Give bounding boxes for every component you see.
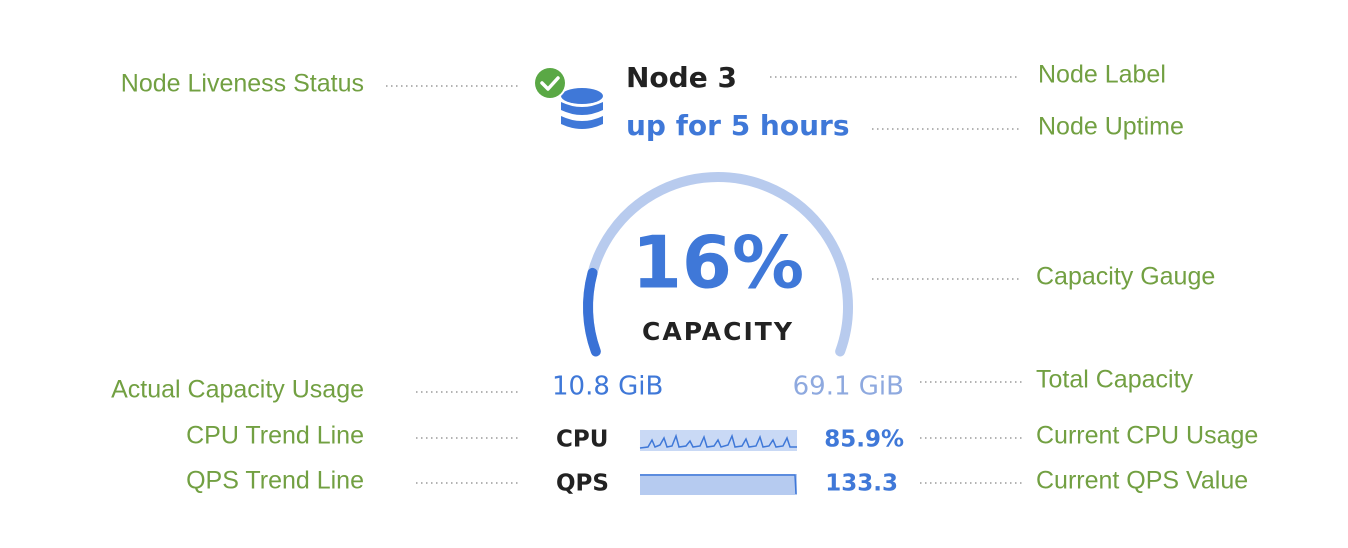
metric-name: CPU (556, 427, 608, 453)
annotation: Node Uptime (1038, 113, 1184, 141)
gauge-percent: 16% (632, 221, 804, 305)
liveness-status-icon (533, 66, 567, 100)
annotation: CPU Trend Line (186, 422, 364, 450)
annotation: Current QPS Value (1036, 467, 1248, 495)
annotation: Node Label (1038, 61, 1166, 89)
annotation: Node Liveness Status (121, 70, 364, 98)
capacity-total: 69.1 GiB (793, 372, 904, 402)
metric-value: 133.3 (825, 471, 898, 497)
capacity-gauge (583, 172, 853, 357)
annotation: Actual Capacity Usage (111, 376, 364, 404)
annotation: Total Capacity (1036, 366, 1194, 394)
metric-name: QPS (556, 471, 609, 497)
capacity-used: 10.8 GiB (552, 372, 663, 402)
node-icon (561, 88, 603, 129)
annotation: Current CPU Usage (1036, 422, 1258, 450)
node-label: Node 3 (626, 61, 737, 94)
qps-sparkline (640, 474, 797, 495)
metric-value: 85.9% (824, 427, 904, 453)
annotation: Capacity Gauge (1036, 263, 1215, 291)
annotation-lines (386, 76, 1022, 484)
gauge-value-arc (583, 267, 601, 357)
cpu-sparkline (639, 430, 797, 451)
annotation: QPS Trend Line (186, 467, 364, 495)
node-uptime: up for 5 hours (626, 109, 850, 142)
gauge-caption: CAPACITY (642, 317, 794, 346)
